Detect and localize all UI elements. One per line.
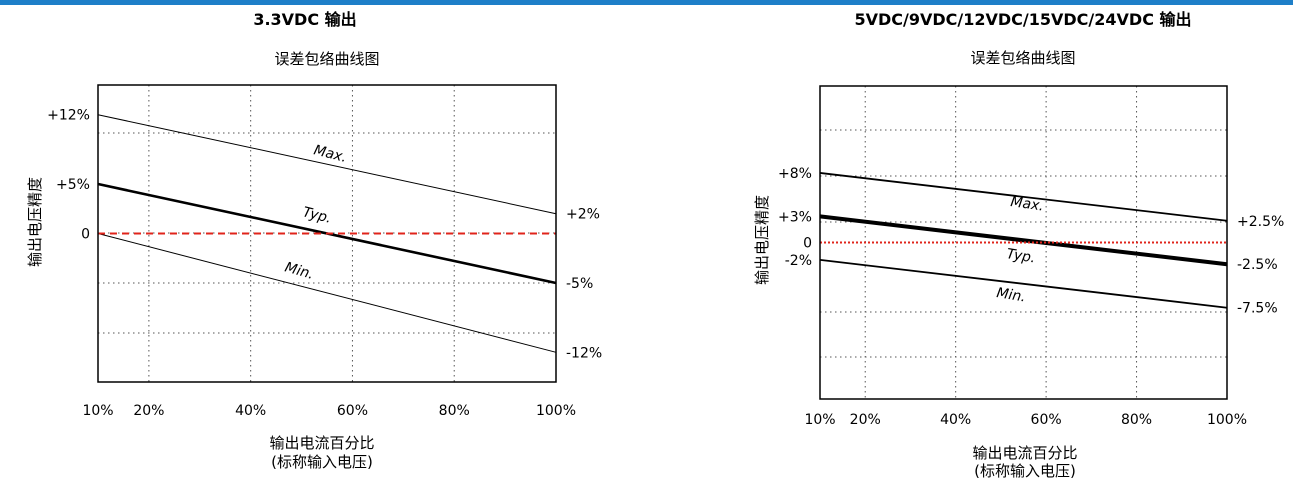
left-tick-label: +8% <box>778 166 812 182</box>
x-tick-label: 80% <box>439 403 470 419</box>
left-tick-label: 0 <box>81 227 90 243</box>
x-tick-label: 100% <box>536 403 576 419</box>
chart-2-title: 5VDC/9VDC/12VDC/15VDC/24VDC 输出 <box>854 10 1191 29</box>
left-tick-label: 0 <box>803 236 812 252</box>
chart-1-xlabel-sub: (标称输入电压) <box>271 453 373 471</box>
right-tick-label: -12% <box>566 345 602 361</box>
series-min-line <box>819 258 1228 309</box>
series-label-min: Min. <box>995 285 1026 305</box>
series-label-max: Max. <box>312 142 348 166</box>
right-tick-label: +2.5% <box>1237 214 1284 230</box>
series-min-line <box>97 233 557 353</box>
x-tick-label: 100% <box>1207 412 1247 428</box>
top-accent-bar <box>0 0 1293 5</box>
x-tick-label: 20% <box>850 412 881 428</box>
series-label-max: Max. <box>1009 194 1044 214</box>
x-tick-label: 10% <box>804 412 835 428</box>
chart-1-xlabel: 输出电流百分比 <box>269 434 374 452</box>
left-tick-label: -2% <box>785 253 812 269</box>
chart-2-plot-frame <box>819 85 1228 400</box>
right-tick-label: -5% <box>566 276 593 292</box>
right-tick-label: -2.5% <box>1237 257 1278 273</box>
chart-1-ylabel: 输出电压精度 <box>26 177 44 267</box>
right-tick-label: -7.5% <box>1237 301 1278 317</box>
chart-2-subtitle: 误差包络曲线图 <box>970 49 1075 67</box>
left-tick-label: +3% <box>778 209 812 225</box>
chart-2-labels: Max.Typ.Min.10% 20% 40% 60% 80% 100%+8%+3%0-2… <box>778 166 1284 428</box>
x-tick-label: 20% <box>133 403 164 419</box>
x-tick-label: 60% <box>337 403 368 419</box>
chart-1-plot-frame <box>97 84 557 383</box>
chart-2-series <box>819 172 1228 309</box>
chart-1-labels: Max. Typ. Min. 10% 20% 40% 60% 80% 100% +12% +5% 0 +… <box>47 108 602 419</box>
chart-1: 3.3VDC 输出 误差包络曲线图 输出电压精度 输出电流百分比 (标称输入电压… <box>26 10 602 471</box>
series-label-min: Min. <box>283 259 316 282</box>
chart-1-title: 3.3VDC 输出 <box>253 10 356 29</box>
chart-2-ylabel: 输出电压精度 <box>753 195 771 285</box>
chart-1-series <box>97 114 557 353</box>
chart-2: 5VDC/9VDC/12VDC/15VDC/24VDC 输出 误差包络曲线图 输… <box>753 10 1284 480</box>
chart-2-xlabel-sub: (标称输入电压) <box>974 462 1076 480</box>
series-label-typ: Typ. <box>1005 246 1036 266</box>
x-tick-label: 40% <box>235 403 266 419</box>
series-typ-line <box>819 214 1228 267</box>
x-tick-label: 40% <box>940 412 971 428</box>
right-tick-label: +2% <box>566 207 600 223</box>
left-tick-label: +5% <box>56 177 90 193</box>
left-tick-label: +12% <box>47 108 90 124</box>
x-tick-label: 10% <box>82 403 113 419</box>
x-tick-label: 60% <box>1031 412 1062 428</box>
chart-2-xlabel: 输出电流百分比 <box>972 444 1077 462</box>
chart-1-subtitle: 误差包络曲线图 <box>274 50 379 68</box>
series-max-line <box>819 172 1228 222</box>
x-tick-label: 80% <box>1121 412 1152 428</box>
series-label-typ: Typ. <box>301 204 333 227</box>
series-max-line <box>97 114 557 215</box>
